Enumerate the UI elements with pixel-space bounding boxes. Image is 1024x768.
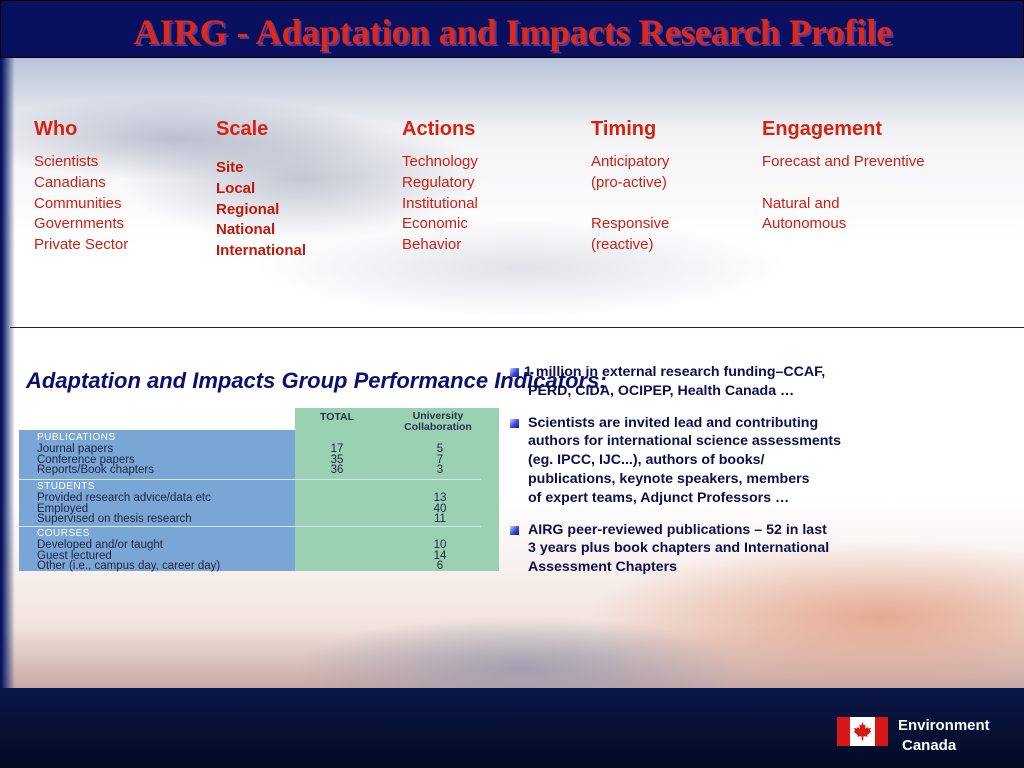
column-item: Regulatory <box>402 173 475 191</box>
indicator-bullets: 1 million in external research funding–C… <box>510 363 890 590</box>
value-university: 7 <box>436 453 444 466</box>
row-label: Reports/Book chapters <box>37 464 154 476</box>
bullet-line: (eg. IPCC, IJC...), authors of books/ <box>528 452 765 469</box>
maple-leaf-icon <box>853 722 872 741</box>
row-label: Developed and/or taught <box>37 539 163 551</box>
column-item: Economic <box>402 215 468 233</box>
value-total: 36 <box>330 464 344 476</box>
value-university: 40 <box>433 502 447 515</box>
bullet-line: Assessment Chapters <box>528 559 678 576</box>
column-item: (pro-active) <box>591 173 667 191</box>
column-heading: Scale <box>216 118 269 140</box>
column-heading: Actions <box>402 118 476 140</box>
column-item: Communities <box>34 194 122 212</box>
table-separator <box>19 526 481 527</box>
column-engagement: Engagement Forecast and Preventive Natur… <box>762 118 925 235</box>
row-label: Employed <box>37 502 89 515</box>
bullet-item: 1 million in external research funding–C… <box>510 363 890 401</box>
column-item: Autonomous <box>762 215 847 233</box>
column-item: Forecast and Preventive <box>762 153 925 170</box>
header-total: TOTAL <box>319 411 355 423</box>
bullet-item: AIRG peer-reviewed publications – 52 in … <box>510 521 890 577</box>
column-items: Anticipatory (pro-active) Responsive (re… <box>591 152 669 256</box>
column-scale: Scale Site Local Regional National Inter… <box>216 118 306 262</box>
column-item: International <box>216 242 307 260</box>
row-label: Conference papers <box>37 453 135 466</box>
column-item: Natural and <box>762 194 840 212</box>
column-item: Site <box>216 159 244 176</box>
bullet-line: PERD, CIDA, OCIPEP, Health Canada … <box>528 382 795 399</box>
table-value-panel <box>295 408 499 571</box>
bullet-line: 3 years plus book chapters and Internati… <box>528 540 830 557</box>
column-item: National <box>216 221 276 239</box>
title-bar: AIRG - Adaptation and Impacts Research P… <box>0 0 1024 58</box>
page-title: AIRG - Adaptation and Impacts Research P… <box>133 12 893 52</box>
bullet-line: of expert teams, Adjunct Professors … <box>528 489 790 506</box>
column-item: Institutional <box>402 194 478 212</box>
section-label: PUBLICATIONS <box>37 432 116 443</box>
row-label: Guest lectured <box>37 549 112 562</box>
column-items: Scientists Canadians Communities Governm… <box>34 152 128 256</box>
value-total: 35 <box>330 453 344 466</box>
column-item: Local <box>216 179 256 197</box>
column-item <box>591 194 669 215</box>
table-separator <box>19 479 481 480</box>
column-item <box>762 173 925 194</box>
bullet-square-icon <box>510 368 519 377</box>
value-university: 3 <box>436 464 444 476</box>
performance-table: TOTAL University Collaboration PUBLICATI… <box>19 408 499 572</box>
bullet-line: Scientists are invited lead and contribu… <box>528 414 819 431</box>
organization-line: Canada <box>902 737 957 754</box>
column-who: Who Scientists Canadians Communities Gov… <box>34 118 128 256</box>
bullet-line: AIRG peer-reviewed publications – 52 in … <box>528 521 827 538</box>
bullet-line: publications, keynote speakers, members <box>528 470 810 487</box>
column-item: Governments <box>34 215 125 233</box>
value-university: 10 <box>433 539 447 551</box>
column-item: Responsive <box>591 215 670 233</box>
header-university: University Collaboration <box>404 410 472 433</box>
table-label-panel <box>19 430 295 571</box>
organization-name: Environment Canada <box>898 716 990 756</box>
column-items: Site Local Regional National Internation… <box>216 158 306 262</box>
column-item: Technology <box>402 153 478 170</box>
column-items: Forecast and Preventive Natural and Auto… <box>762 152 925 235</box>
value-university: 5 <box>436 443 444 455</box>
bullet-square-icon <box>510 525 519 535</box>
column-item: Anticipatory <box>591 153 670 170</box>
section-divider <box>10 327 1024 328</box>
row-label: Other (i.e., campus day, career day) <box>37 560 221 572</box>
column-timing: Timing Anticipatory (pro-active) Respons… <box>591 118 669 256</box>
column-item: Scientists <box>34 153 99 170</box>
section-subtitle: Adaptation and Impacts Group Performance… <box>26 368 607 393</box>
section-label: COURSES <box>37 528 90 539</box>
row-label: Provided research advice/data etc <box>37 492 211 504</box>
value-university: 11 <box>434 513 446 525</box>
column-item: Regional <box>216 200 280 218</box>
section-label: STUDENTS <box>37 481 95 492</box>
column-item: Private Sector <box>34 236 129 254</box>
row-label: Supervised on thesis research <box>37 513 192 525</box>
column-item: Canadians <box>34 173 106 191</box>
column-items: Technology Regulatory Institutional Econ… <box>402 152 478 256</box>
row-label: Journal papers <box>37 443 114 455</box>
column-item: Behavior <box>402 236 462 254</box>
column-heading: Engagement <box>762 118 883 140</box>
bullet-item: Scientists are invited lead and contribu… <box>510 414 890 508</box>
column-actions: Actions Technology Regulatory Institutio… <box>402 118 478 256</box>
column-heading: Timing <box>591 118 657 140</box>
column-heading: Who <box>34 118 78 140</box>
value-university: 14 <box>433 549 447 562</box>
footer-bar: Environment Canada <box>0 688 1024 768</box>
bullet-square-icon <box>510 418 519 428</box>
organization-line: Environment <box>898 717 990 734</box>
value-university: 13 <box>433 492 447 504</box>
value-total: 17 <box>330 443 344 455</box>
bullet-line: authors for international science assess… <box>528 433 842 450</box>
canada-flag-icon <box>837 717 888 746</box>
bullet-line: 1 million in external research funding–C… <box>524 364 826 380</box>
slide-body: Who Scientists Canadians Communities Gov… <box>0 58 1024 688</box>
column-item: (reactive) <box>591 236 654 254</box>
value-university: 6 <box>436 560 444 572</box>
